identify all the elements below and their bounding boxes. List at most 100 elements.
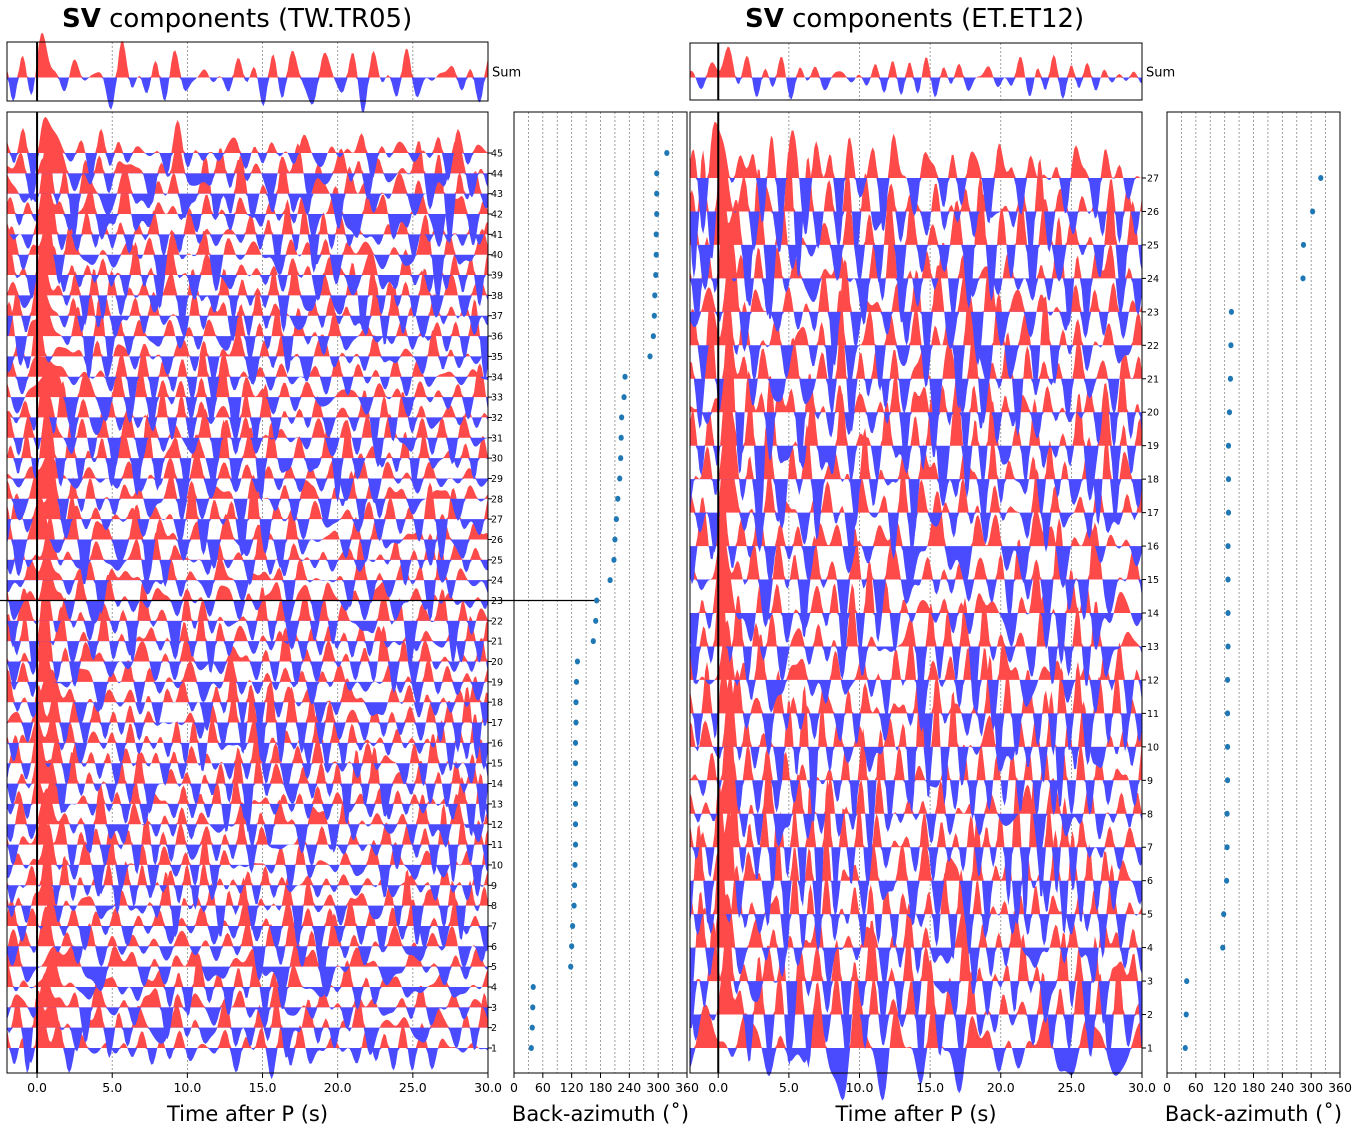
- trace-negative: [7, 641, 488, 673]
- baz-point: [664, 150, 670, 156]
- title-text: components (ET.ET12): [792, 4, 1085, 34]
- trace-label: 44: [491, 169, 503, 180]
- trace-positive: [690, 809, 1142, 881]
- trace-negative: [7, 722, 488, 763]
- trace-label: 45: [491, 149, 503, 160]
- trace-negative: [690, 378, 1142, 437]
- x-tick-label: 10.0: [846, 1080, 874, 1095]
- trace-label: 29: [491, 474, 503, 485]
- x-tick-label: 180: [1242, 1080, 1266, 1095]
- trace-label: 32: [491, 413, 503, 424]
- trace-negative: [690, 579, 1142, 638]
- trace-negative: [7, 275, 488, 309]
- baz-point: [594, 597, 600, 604]
- trace-label: 9: [491, 881, 497, 892]
- baz-point: [647, 353, 653, 360]
- trace-negative: [7, 600, 488, 627]
- x-tick-label: 120: [560, 1080, 584, 1095]
- trace-positive: [7, 680, 488, 723]
- baz-point: [572, 780, 579, 787]
- trace-label: 6: [491, 942, 497, 953]
- trace-label: 14: [1147, 609, 1159, 620]
- trace-label: 7: [491, 921, 497, 932]
- trace-negative: [7, 214, 488, 247]
- trace-negative: [7, 681, 488, 710]
- trace-label: 21: [1147, 374, 1159, 385]
- baz-point: [1300, 275, 1306, 282]
- trace-label: 20: [491, 657, 503, 668]
- sum-label: Sum: [492, 66, 521, 81]
- trace-label: 6: [1147, 876, 1153, 887]
- trace-negative: [690, 178, 1142, 235]
- sum-trace-positive: [7, 33, 488, 78]
- trace-label: 3: [1147, 977, 1153, 988]
- trace-label: 35: [491, 352, 503, 363]
- baz-point: [573, 699, 579, 706]
- x-axis-label: Back-azimuth (˚): [512, 1102, 689, 1126]
- trace-negative: [7, 336, 488, 379]
- x-tick-label: 30.0: [1128, 1080, 1156, 1095]
- trace-label: 12: [491, 820, 503, 831]
- baz-point: [1225, 442, 1232, 449]
- baz-point: [572, 861, 578, 868]
- trace-negative: [7, 478, 488, 507]
- trace-label: 1: [1147, 1044, 1153, 1055]
- baz-point: [571, 882, 578, 889]
- sum-frame: [6, 41, 489, 102]
- baz-point: [573, 719, 579, 726]
- trace-positive: [7, 348, 488, 377]
- trace-label: 20: [1147, 408, 1159, 419]
- trace-positive: [7, 394, 488, 438]
- baz-point: [650, 333, 656, 340]
- trace-label: 5: [491, 962, 497, 973]
- baz-point: [1224, 844, 1230, 851]
- baz-point: [654, 211, 660, 218]
- trace-positive: [7, 667, 488, 703]
- x-axis-label: Time after P (s): [834, 1102, 996, 1126]
- trace-negative: [690, 646, 1142, 712]
- x-tick-label: 60: [535, 1080, 551, 1095]
- trace-label: 39: [491, 271, 503, 282]
- trace-negative: [7, 803, 488, 837]
- trace-negative: [690, 311, 1142, 366]
- sum-trace-positive: [690, 46, 1142, 78]
- trace-negative: [690, 412, 1142, 474]
- trace-label: 8: [491, 901, 497, 912]
- trace-label: 27: [491, 515, 503, 526]
- trace-negative: [7, 1007, 488, 1043]
- trace-label: 28: [491, 494, 503, 505]
- trace-label: 13: [1147, 642, 1159, 653]
- baz-point: [572, 739, 579, 746]
- x-axis-label: Time after P (s): [166, 1102, 328, 1126]
- x-tick-label: 0: [510, 1080, 518, 1095]
- trace-label: 43: [491, 189, 503, 200]
- trace-negative: [7, 417, 488, 447]
- trace-positive: [7, 312, 488, 357]
- trace-negative: [7, 620, 488, 666]
- baz-point: [528, 1045, 534, 1051]
- title-tw-tr05: SV components (TW.TR05): [62, 4, 412, 34]
- baz-point: [1224, 777, 1231, 784]
- trace-label: 40: [491, 250, 503, 261]
- trace-positive: [7, 467, 488, 499]
- baz-point: [1225, 509, 1232, 516]
- baz-point: [1225, 543, 1231, 550]
- trace-positive: [7, 516, 488, 560]
- x-tick-label: 120: [1213, 1080, 1237, 1095]
- trace-negative: [7, 986, 488, 1017]
- trace-label: 24: [1147, 274, 1159, 285]
- trace-negative: [690, 512, 1142, 560]
- baz-point: [573, 678, 580, 685]
- trace-label: 26: [1147, 207, 1159, 218]
- baz-point: [1224, 710, 1231, 717]
- trace-negative: [7, 356, 488, 385]
- x-tick-label: 360: [1328, 1080, 1352, 1095]
- trace-label: 22: [1147, 341, 1159, 352]
- trace-label: 25: [1147, 240, 1159, 251]
- sum-frame: [689, 42, 1143, 101]
- trace-positive: [7, 257, 488, 296]
- trace-positive: [690, 757, 1142, 814]
- x-tick-label: 0.0: [27, 1080, 47, 1095]
- baz-point: [1220, 944, 1226, 951]
